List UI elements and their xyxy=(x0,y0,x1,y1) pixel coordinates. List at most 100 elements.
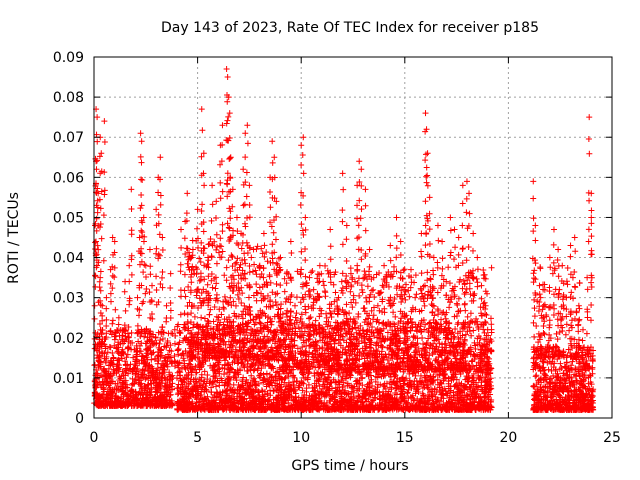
data-point xyxy=(148,380,155,387)
data-point xyxy=(124,345,131,352)
data-point xyxy=(139,371,146,378)
data-point xyxy=(135,368,142,375)
data-point xyxy=(169,386,176,393)
data-point xyxy=(253,297,260,304)
data-point xyxy=(117,402,124,409)
data-point xyxy=(338,278,345,285)
data-point xyxy=(119,380,126,387)
data-point xyxy=(102,336,109,343)
data-point xyxy=(166,402,173,409)
data-point xyxy=(264,258,271,265)
data-point xyxy=(107,328,114,335)
data-point xyxy=(160,402,167,409)
data-point xyxy=(112,395,119,402)
data-point xyxy=(384,329,391,336)
data-point xyxy=(174,347,181,354)
data-point xyxy=(197,270,204,277)
data-point xyxy=(147,328,154,335)
data-point xyxy=(152,388,159,395)
data-point xyxy=(153,367,160,374)
data-point xyxy=(156,380,163,387)
data-point xyxy=(132,395,139,402)
data-point xyxy=(158,330,165,337)
data-point xyxy=(223,264,230,271)
data-point xyxy=(131,380,138,387)
data-point xyxy=(118,351,125,358)
data-point xyxy=(421,302,428,309)
data-point xyxy=(98,399,105,406)
data-point xyxy=(97,394,104,401)
data-point xyxy=(96,358,103,365)
data-point xyxy=(248,254,255,261)
data-point xyxy=(185,283,192,290)
data-point xyxy=(263,370,270,377)
data-point xyxy=(92,329,99,336)
data-point xyxy=(227,294,234,301)
data-point xyxy=(145,372,152,379)
data-point xyxy=(158,375,165,382)
data-point xyxy=(107,395,114,402)
data-point xyxy=(91,335,98,342)
data-point xyxy=(460,277,467,284)
data-point xyxy=(122,358,129,365)
data-point xyxy=(164,337,171,344)
data-point xyxy=(107,361,114,368)
data-point xyxy=(104,349,111,356)
data-point xyxy=(138,340,145,347)
data-point xyxy=(111,336,118,343)
data-point xyxy=(131,365,138,372)
data-point xyxy=(218,243,225,250)
data-point xyxy=(150,377,157,384)
data-point xyxy=(167,342,174,349)
data-point xyxy=(112,398,119,405)
data-point xyxy=(327,380,334,387)
data-point xyxy=(145,364,152,371)
data-point xyxy=(406,370,413,377)
data-point xyxy=(148,333,155,340)
data-point xyxy=(190,324,197,331)
data-point xyxy=(206,311,213,318)
data-point xyxy=(129,368,136,375)
data-point xyxy=(136,377,143,384)
data-point xyxy=(102,372,109,379)
data-point xyxy=(142,360,149,367)
data-point xyxy=(155,329,162,336)
data-point xyxy=(130,354,137,361)
data-point xyxy=(101,365,108,372)
data-point xyxy=(197,276,204,283)
data-point xyxy=(156,346,163,353)
data-point xyxy=(153,402,160,409)
data-point xyxy=(230,381,237,388)
data-point xyxy=(188,279,195,286)
data-point xyxy=(115,350,122,357)
data-point xyxy=(119,337,126,344)
data-point xyxy=(163,399,170,406)
data-point xyxy=(109,399,116,406)
data-point xyxy=(404,389,411,396)
data-point xyxy=(106,362,113,369)
data-point xyxy=(116,332,123,339)
data-point xyxy=(118,395,125,402)
data-point xyxy=(242,260,249,267)
data-point xyxy=(123,354,130,361)
data-point xyxy=(307,314,314,321)
data-point xyxy=(364,283,371,290)
data-point xyxy=(213,243,220,250)
data-point xyxy=(220,305,227,312)
data-point xyxy=(96,352,103,359)
data-point xyxy=(137,383,144,390)
data-point xyxy=(105,390,112,397)
data-point xyxy=(166,355,173,362)
data-point xyxy=(163,383,170,390)
data-point xyxy=(140,398,147,405)
data-point xyxy=(110,354,117,361)
data-point xyxy=(201,368,208,375)
data-point xyxy=(156,386,163,393)
data-point xyxy=(119,336,126,343)
data-point xyxy=(123,392,130,399)
data-point xyxy=(91,361,98,368)
data-point xyxy=(241,302,248,309)
data-point xyxy=(152,355,159,362)
data-point xyxy=(114,401,121,408)
